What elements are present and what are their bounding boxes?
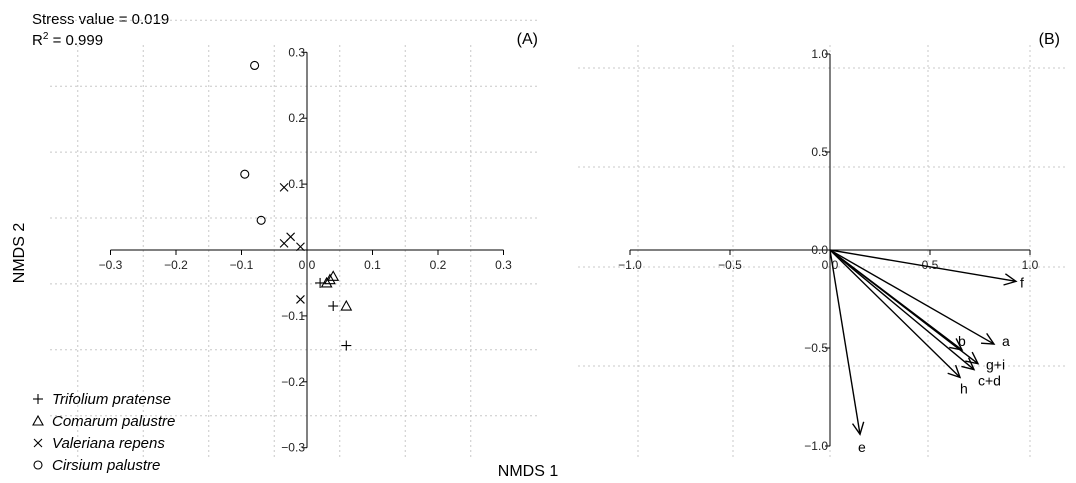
- panel-a-scatter: −0.3 −0.2 −0.1 0.0 0.1 0.2 0.3 −0.3 −0.2 −0.1 0.1 0…: [50, 19, 540, 458]
- panel-b-arrows: a b g+ic+d h f e: [829, 249, 1024, 455]
- triangle-marker: [323, 273, 336, 285]
- cross-marker: [279, 183, 289, 192]
- x-tick-label: 0.0: [299, 258, 316, 272]
- vector-arrowhead: [1003, 273, 1018, 286]
- vector-label: c+d: [978, 373, 1001, 389]
- triangle-marker-shape: [340, 299, 353, 311]
- circle-marker: [250, 60, 260, 71]
- x-tick-label: 0.3: [495, 258, 512, 272]
- vector-label: h: [960, 380, 968, 396]
- vector-arrowhead: [949, 338, 964, 351]
- x-tick-label: −0.3: [99, 258, 123, 272]
- panel-b-vectors: −1.0 −0.5 0.0 0.5 1.0 −1.0 −0.5 0.0 0.5 1.0 a b g+i…: [578, 31, 1066, 458]
- legend-label: Valeriana repens: [52, 435, 165, 452]
- x-tick-label: 0.1: [364, 258, 381, 272]
- cross-marker: [296, 295, 305, 304]
- x-tick-label: 0.0: [822, 258, 839, 272]
- legend-label: Trifolium pratense: [52, 391, 171, 408]
- shared-x-label: NMDS 1: [498, 463, 559, 480]
- triangle-marker: [32, 414, 44, 426]
- y-tick-label: 0.5: [811, 145, 828, 159]
- triangle-marker: [327, 270, 340, 281]
- cross-marker-b: [33, 438, 43, 448]
- cross-marker-b: [279, 183, 289, 192]
- cross-marker-b: [296, 295, 305, 304]
- shared-y-label: NMDS 2: [11, 223, 28, 284]
- panel-a-grid: [50, 19, 540, 458]
- vector-e: e: [829, 249, 866, 455]
- vector-shaft: [829, 249, 979, 365]
- vector-arrowhead: [980, 332, 996, 345]
- plus-marker: [328, 301, 339, 312]
- cross-marker: [286, 232, 296, 242]
- x-tick-label: −0.1: [230, 258, 254, 272]
- cross-marker-b: [296, 242, 305, 252]
- triangle-marker-shape: [323, 273, 336, 285]
- y-tick-label: 0.3: [288, 45, 305, 59]
- vector-label: a: [1002, 333, 1010, 349]
- y-tick-label: −0.3: [281, 441, 305, 455]
- stress-value: Stress value = 0.019: [32, 11, 169, 28]
- panel-b-label: (B): [1039, 31, 1060, 48]
- panel-a-label: (A): [517, 31, 538, 48]
- vector-f: f: [829, 249, 1024, 290]
- vector-label: e: [858, 439, 866, 455]
- triangle-marker: [340, 299, 353, 311]
- plus-marker: [33, 394, 43, 404]
- vector-shaft: [829, 249, 975, 371]
- y-tick-label: −1.0: [804, 439, 828, 453]
- vector-shaft: [829, 249, 861, 435]
- vector-h: h: [829, 249, 968, 396]
- vector-arrowhead: [965, 351, 980, 365]
- circle-marker-shape: [256, 215, 266, 225]
- cross-marker-b: [286, 232, 296, 242]
- vector-shaft: [829, 249, 1017, 283]
- vector-arrowhead: [851, 421, 865, 436]
- x-tick-label: 0.2: [430, 258, 447, 272]
- circle-marker-shape: [33, 460, 43, 470]
- circle-marker: [240, 169, 250, 179]
- vector-shaft: [829, 249, 995, 345]
- y-tick-label: −0.1: [281, 309, 305, 323]
- legend-label: Cirsium palustre: [52, 457, 160, 474]
- triangle-marker: [320, 276, 333, 288]
- vector-label: g+i: [986, 357, 1005, 373]
- y-tick-label: 0.1: [288, 177, 305, 191]
- vector-label: f: [1020, 274, 1024, 290]
- y-tick-label: 0.0: [811, 243, 828, 257]
- circle-marker-shape: [240, 169, 250, 179]
- panel-a-ticks: −0.3 −0.2 −0.1 0.0 0.1 0.2 0.3 −0.3 −0.2 −0.1 0.1 0…: [99, 45, 513, 454]
- vector-g+i: g+i: [829, 249, 1005, 373]
- panel-b-ticks: −1.0 −0.5 0.0 0.5 1.0 −1.0 −0.5 0.0 0.5 1.0: [618, 47, 1039, 453]
- triangle-marker-shape: [320, 276, 333, 288]
- cross-marker: [296, 242, 305, 252]
- triangle-marker-shape: [32, 414, 44, 426]
- circle-marker: [33, 460, 43, 470]
- plus-marker: [341, 340, 352, 351]
- circle-marker: [256, 215, 266, 225]
- x-tick-label: −1.0: [618, 258, 642, 272]
- cross-marker: [33, 438, 43, 448]
- x-tick-label: 0.5: [922, 258, 939, 272]
- x-tick-label: −0.5: [718, 258, 742, 272]
- vector-a: a: [829, 249, 1010, 349]
- panel-a-points: [240, 60, 353, 351]
- y-tick-label: 0.2: [288, 111, 305, 125]
- vector-shaft: [829, 249, 961, 378]
- vector-arrowhead: [961, 357, 976, 371]
- triangle-marker-shape: [327, 270, 340, 281]
- y-tick-label: −0.5: [804, 341, 828, 355]
- y-tick-label: 1.0: [811, 47, 828, 61]
- x-tick-label: −0.2: [164, 258, 188, 272]
- vector-arrowhead: [947, 364, 962, 379]
- x-tick-label: 1.0: [1022, 258, 1039, 272]
- vector-c+d: c+d: [829, 249, 1001, 389]
- vector-label: b: [958, 333, 966, 349]
- legend-label: Comarum palustre: [52, 413, 175, 430]
- panel-a-legend: Trifolium pratense Comarum palustre Valeri…: [32, 391, 175, 474]
- r-squared: R2 = 0.999: [32, 31, 103, 49]
- circle-marker-shape: [250, 60, 260, 71]
- y-tick-label: −0.2: [281, 375, 305, 389]
